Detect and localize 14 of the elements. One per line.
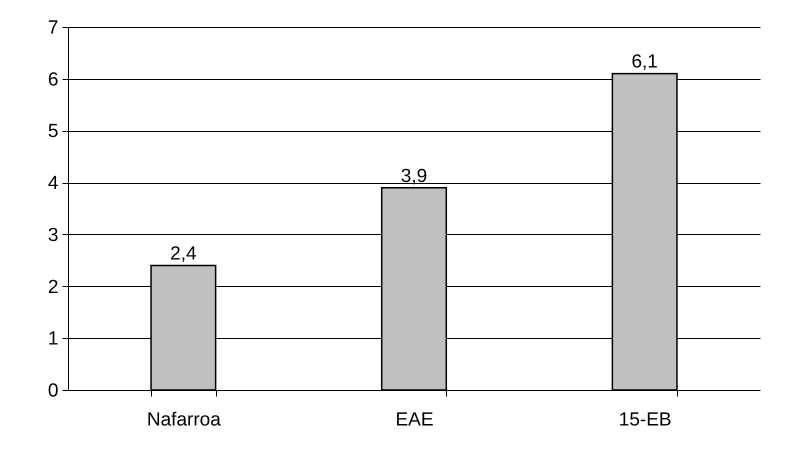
data-label: 6,1 [631, 52, 658, 73]
y-tick-label: 2 [48, 276, 58, 298]
data-label: 2,4 [170, 244, 197, 265]
y-tick-label: 1 [48, 328, 58, 350]
x-tick-label: 15-EB [618, 410, 672, 430]
x-tick-label: EAE [395, 410, 434, 430]
y-tick-label: 5 [48, 121, 58, 142]
y-tick-label: 7 [48, 18, 58, 38]
y-tick-label: 3 [48, 224, 58, 246]
y-tick-label: 0 [48, 380, 58, 402]
data-label: 3,9 [400, 166, 428, 187]
y-tick-label: 6 [48, 69, 58, 90]
x-tick-label: Nafarroa [146, 410, 222, 430]
y-tick-label: 4 [48, 173, 59, 194]
